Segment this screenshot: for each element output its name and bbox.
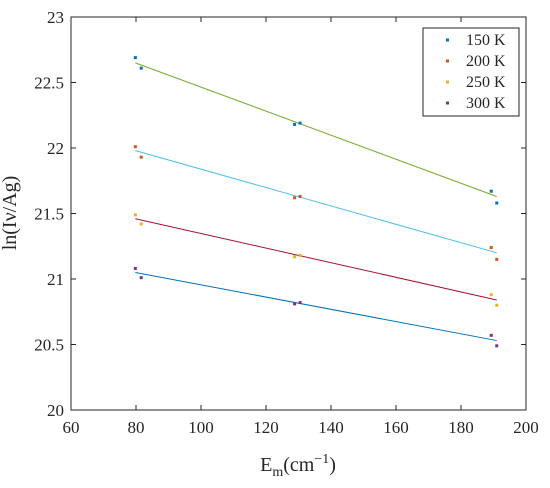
fit-lines	[135, 62, 497, 342]
x-tick-label: 100	[188, 418, 214, 437]
x-axis-label: Em(cm−1)	[260, 452, 336, 480]
data-point	[293, 302, 297, 306]
data-point	[298, 121, 302, 125]
x-tick-label: 60	[63, 418, 80, 437]
data-point	[139, 155, 143, 159]
legend-marker	[446, 59, 449, 63]
fit-line	[135, 218, 497, 301]
x-tick-label: 120	[253, 418, 279, 437]
data-point	[133, 56, 137, 60]
y-axis-ticks: 20 20.5 21 21.5 22 22.5 23	[34, 8, 526, 420]
data-point	[489, 333, 493, 337]
legend-marker	[446, 38, 449, 42]
x-tick-label: 180	[448, 418, 474, 437]
x-tick-label: 80	[128, 418, 145, 437]
data-point	[495, 303, 499, 307]
y-tick-label: 21.5	[34, 205, 64, 224]
legend-marker	[446, 80, 449, 84]
y-tick-label: 22	[47, 139, 64, 158]
data-point	[139, 66, 143, 70]
fit-line	[135, 271, 497, 342]
legend-label: 150 K	[466, 32, 506, 49]
legend-marker	[446, 101, 449, 105]
y-tick-label: 22.5	[34, 74, 64, 93]
data-point	[293, 255, 297, 259]
data-point	[139, 222, 143, 226]
y-tick-label: 21	[47, 270, 64, 289]
data-point	[298, 253, 302, 257]
x-axis-ticks: 60 80 100 120 140 160 180 200	[63, 17, 539, 437]
data-point	[133, 267, 137, 271]
data-point	[293, 196, 297, 200]
data-point	[298, 194, 302, 198]
x-tick-label: 160	[383, 418, 409, 437]
data-point	[489, 189, 493, 193]
data-point	[298, 301, 302, 305]
legend-label: 300 K	[466, 95, 506, 112]
x-tick-label: 140	[318, 418, 344, 437]
data-point	[489, 246, 493, 250]
fit-line	[135, 150, 497, 254]
data-point	[495, 257, 499, 261]
y-axis-label: ln(Iν/Ag)	[0, 176, 21, 251]
legend: 150 K 200 K 250 K 300 K	[422, 27, 520, 117]
y-tick-label: 20	[47, 401, 64, 420]
data-point	[495, 344, 499, 348]
x-tick-label: 200	[513, 418, 539, 437]
legend-label: 250 K	[466, 74, 506, 91]
data-point	[293, 122, 297, 126]
y-tick-label: 23	[47, 8, 64, 27]
data-point	[133, 213, 137, 217]
data-points	[133, 56, 499, 348]
data-point	[495, 201, 499, 205]
legend-label: 200 K	[466, 53, 506, 70]
fit-line	[135, 62, 497, 197]
data-point	[139, 276, 143, 280]
y-tick-label: 20.5	[34, 336, 64, 355]
data-point	[133, 145, 137, 149]
legend-box	[422, 27, 520, 117]
data-point	[489, 293, 493, 297]
